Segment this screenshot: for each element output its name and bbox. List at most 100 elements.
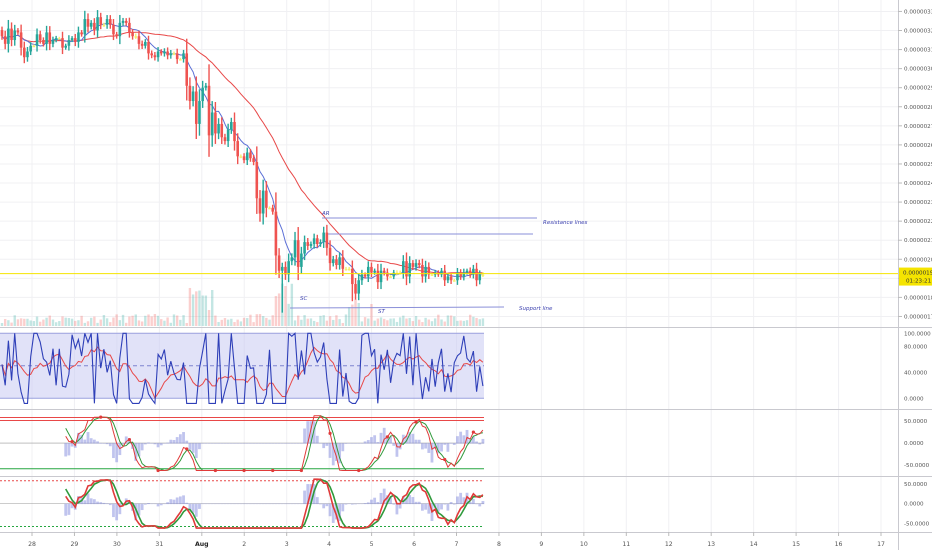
osc-histogram-bar [159, 443, 163, 446]
volume-bar [443, 321, 446, 326]
price-axis-tick: 0.00000270 [904, 124, 932, 130]
osc-histogram-bar [115, 443, 119, 463]
candle [386, 268, 389, 281]
volume-bar [297, 315, 300, 326]
volume-bar [80, 315, 83, 326]
osc-histogram-bar [150, 443, 154, 444]
candle-body [389, 276, 392, 278]
osc-histogram-bar [376, 502, 380, 505]
candle-body [446, 276, 450, 281]
volume-bar [236, 319, 239, 326]
volume-bar [354, 299, 357, 326]
volume-bar [201, 295, 204, 326]
volume-bar [363, 317, 367, 326]
osc-histogram-bar [392, 443, 396, 446]
osc-histogram-bar [83, 500, 87, 505]
candle-body [290, 257, 294, 262]
candle [220, 117, 224, 144]
osc-histogram-bar [468, 501, 472, 505]
osc-histogram-bar [67, 503, 71, 515]
candle [261, 179, 265, 225]
volume-bar [112, 317, 115, 326]
volume-bar [395, 321, 399, 326]
osc-histogram-bar [385, 495, 389, 505]
candle-body [325, 232, 329, 248]
candle-body [201, 87, 204, 102]
volume-bar [125, 322, 128, 326]
candle [462, 268, 466, 281]
osc-cross-marker [357, 468, 361, 473]
time-axis-tick: 6 [412, 541, 416, 548]
osc-histogram-bar [134, 443, 138, 461]
osc-histogram-bar [70, 503, 74, 509]
osc-cross-marker [328, 431, 332, 435]
candle-body [351, 268, 354, 285]
osc-histogram-bar [341, 503, 345, 512]
osc-histogram-bar [166, 502, 170, 505]
candle-body [468, 270, 472, 275]
candle [191, 86, 195, 107]
osc-histogram-bar [452, 443, 456, 445]
volume-bar [16, 319, 20, 326]
trend-line[interactable] [289, 306, 505, 309]
time-axis-tick: Aug [195, 541, 209, 548]
candle-body [331, 259, 335, 264]
osc-histogram-bar [440, 443, 443, 452]
candle-body [102, 24, 106, 27]
candle-body [274, 211, 278, 256]
osc-histogram-bar [182, 495, 185, 505]
osc-histogram-bar [255, 503, 259, 505]
volume-bar [223, 318, 227, 326]
osc-histogram-bar [427, 443, 431, 453]
candle-body [309, 244, 313, 246]
candle [58, 36, 61, 40]
candle [249, 148, 252, 162]
volume-bar [70, 318, 74, 326]
osc-histogram-bar [335, 443, 338, 461]
candle-body [147, 41, 150, 54]
time-axis-tick: 7 [455, 541, 459, 548]
osc-histogram-bar [201, 443, 205, 444]
candle-body [258, 198, 262, 214]
osc-histogram-bar [328, 503, 332, 517]
candle [265, 181, 268, 218]
osc-histogram-bar [456, 496, 459, 505]
candle-body [89, 22, 93, 27]
osc-histogram-bar [370, 437, 373, 444]
volume-bar [195, 291, 198, 326]
osc-histogram-bar [217, 503, 220, 505]
osc-histogram-bar [459, 492, 463, 505]
osc-histogram-bar [274, 503, 278, 505]
osc-axis-tick: 50.0000 [904, 419, 928, 425]
candle [252, 155, 255, 166]
candle-body [226, 129, 230, 142]
osc-histogram-bar [223, 443, 227, 444]
price-pane: AR Resistance lines SC ST Support line [0, 10, 898, 326]
osc-histogram-bar [223, 503, 227, 505]
candle [258, 190, 262, 222]
candle [280, 262, 284, 313]
osc-histogram-bar [229, 503, 233, 505]
candle [214, 101, 217, 144]
osc-histogram-bar [436, 503, 440, 512]
volume-bar [411, 321, 415, 326]
candle-body [456, 272, 459, 281]
candle [296, 227, 300, 281]
candle [169, 49, 173, 59]
candle [32, 44, 36, 48]
candle [175, 48, 179, 64]
osc-histogram-bar [121, 443, 125, 445]
candle-body [306, 242, 310, 246]
osc-histogram-bar [252, 503, 256, 505]
osc-histogram-bar [175, 437, 179, 444]
osc-histogram-bar [405, 435, 408, 444]
osc-histogram-bar [226, 443, 230, 444]
rsi-axis-tick: 80.0000 [904, 344, 928, 350]
osc-cross-marker [299, 468, 303, 473]
osc-histogram-bar [331, 443, 335, 466]
volume-bar [64, 317, 67, 326]
osc-histogram-bar [385, 435, 389, 444]
candle-body [67, 40, 71, 46]
volume-bar [360, 321, 364, 326]
osc-cross-marker [242, 468, 246, 473]
